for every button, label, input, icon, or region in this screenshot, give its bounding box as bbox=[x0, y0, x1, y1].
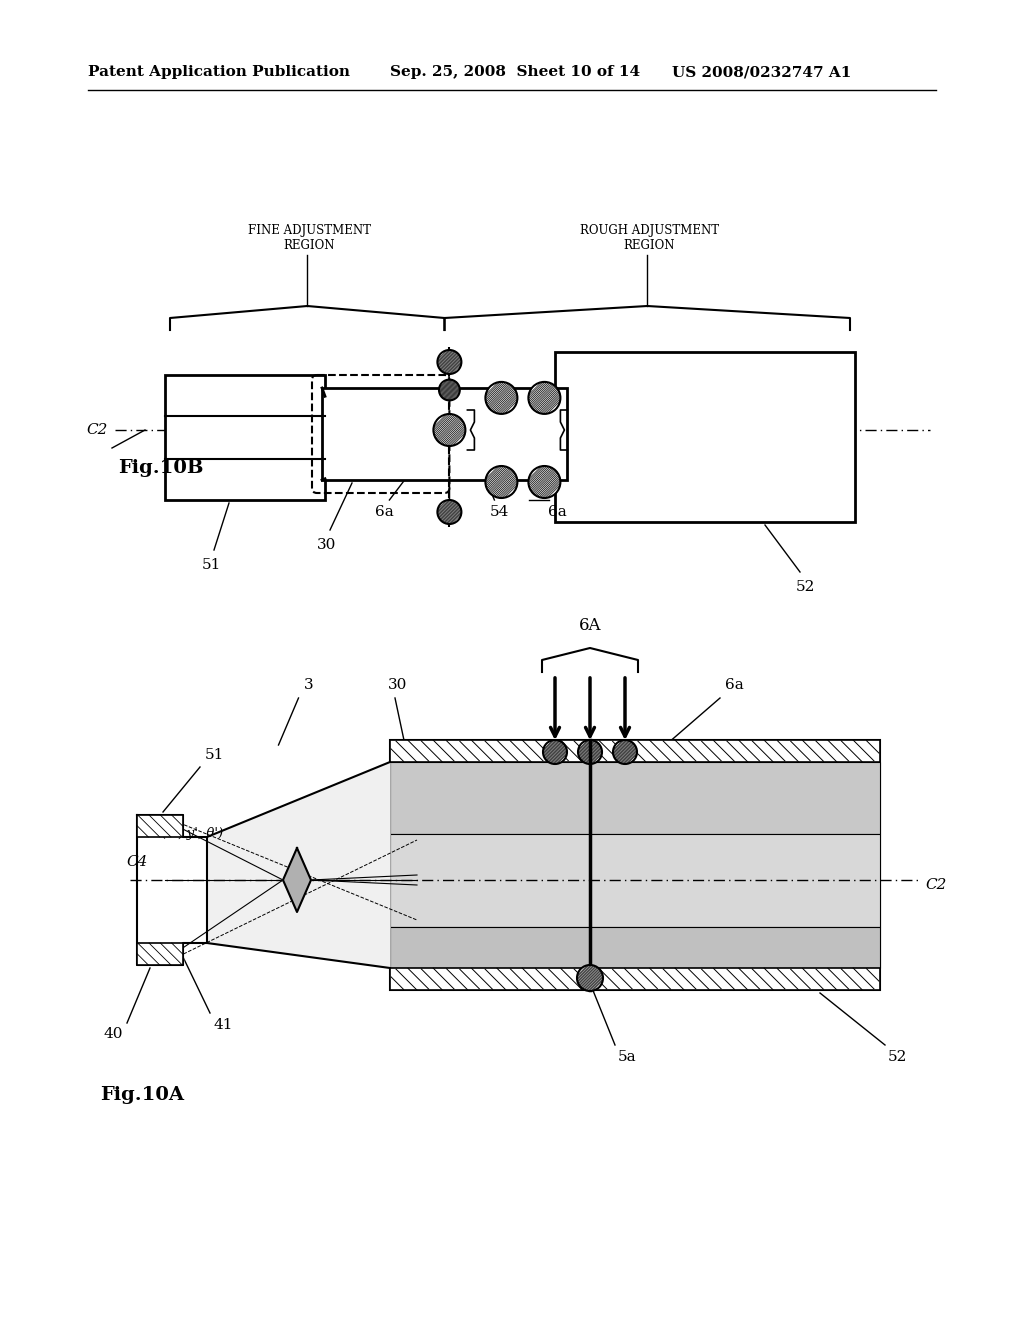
Circle shape bbox=[528, 381, 560, 414]
Circle shape bbox=[437, 500, 462, 524]
Polygon shape bbox=[137, 814, 207, 965]
Bar bbox=[390, 927, 880, 968]
Bar bbox=[390, 741, 880, 762]
Text: 52: 52 bbox=[796, 579, 815, 594]
Circle shape bbox=[433, 414, 465, 446]
Polygon shape bbox=[322, 388, 325, 396]
Text: 6a: 6a bbox=[375, 506, 394, 519]
Text: 54: 54 bbox=[489, 506, 509, 519]
Circle shape bbox=[578, 741, 602, 764]
Text: 6a: 6a bbox=[725, 678, 743, 692]
Circle shape bbox=[485, 381, 517, 414]
Text: 41: 41 bbox=[213, 1018, 232, 1032]
Text: ROUGH ADJUSTMENT
REGION: ROUGH ADJUSTMENT REGION bbox=[580, 224, 719, 252]
Bar bbox=[390, 741, 880, 990]
Circle shape bbox=[543, 741, 567, 764]
Polygon shape bbox=[283, 847, 311, 912]
Text: Fig.10B: Fig.10B bbox=[118, 459, 204, 477]
Text: 52: 52 bbox=[888, 1049, 907, 1064]
Text: 30: 30 bbox=[317, 539, 337, 552]
Text: C2: C2 bbox=[925, 878, 946, 892]
Text: Fig.10A: Fig.10A bbox=[100, 1086, 184, 1104]
Bar bbox=[322, 388, 567, 480]
Polygon shape bbox=[207, 762, 390, 968]
Circle shape bbox=[528, 466, 560, 498]
Text: FINE ADJUSTMENT
REGION: FINE ADJUSTMENT REGION bbox=[248, 224, 371, 252]
Bar bbox=[555, 352, 855, 521]
Bar bbox=[137, 814, 183, 837]
Text: 6a: 6a bbox=[548, 506, 566, 519]
Text: 51: 51 bbox=[202, 558, 221, 572]
Circle shape bbox=[577, 965, 603, 991]
Circle shape bbox=[613, 741, 637, 764]
Bar bbox=[137, 942, 183, 965]
Text: 51: 51 bbox=[205, 748, 224, 762]
Text: 6A: 6A bbox=[579, 616, 601, 634]
Text: 3: 3 bbox=[303, 678, 313, 692]
Bar bbox=[390, 762, 880, 834]
Bar bbox=[390, 834, 880, 927]
Text: 5a: 5a bbox=[618, 1049, 637, 1064]
Circle shape bbox=[485, 466, 517, 498]
Text: Sep. 25, 2008  Sheet 10 of 14: Sep. 25, 2008 Sheet 10 of 14 bbox=[390, 65, 640, 79]
Text: 30: 30 bbox=[388, 678, 408, 692]
Text: Patent Application Publication: Patent Application Publication bbox=[88, 65, 350, 79]
Text: 40: 40 bbox=[103, 1027, 123, 1041]
Text: C4: C4 bbox=[127, 855, 148, 869]
Circle shape bbox=[439, 380, 460, 400]
Text: C2: C2 bbox=[87, 422, 108, 437]
Circle shape bbox=[437, 350, 462, 374]
Bar bbox=[390, 968, 880, 990]
Text: 5a: 5a bbox=[442, 506, 461, 519]
Text: (x', y', θ'): (x', y', θ') bbox=[162, 828, 223, 841]
Bar bbox=[165, 375, 325, 500]
Text: US 2008/0232747 A1: US 2008/0232747 A1 bbox=[672, 65, 851, 79]
